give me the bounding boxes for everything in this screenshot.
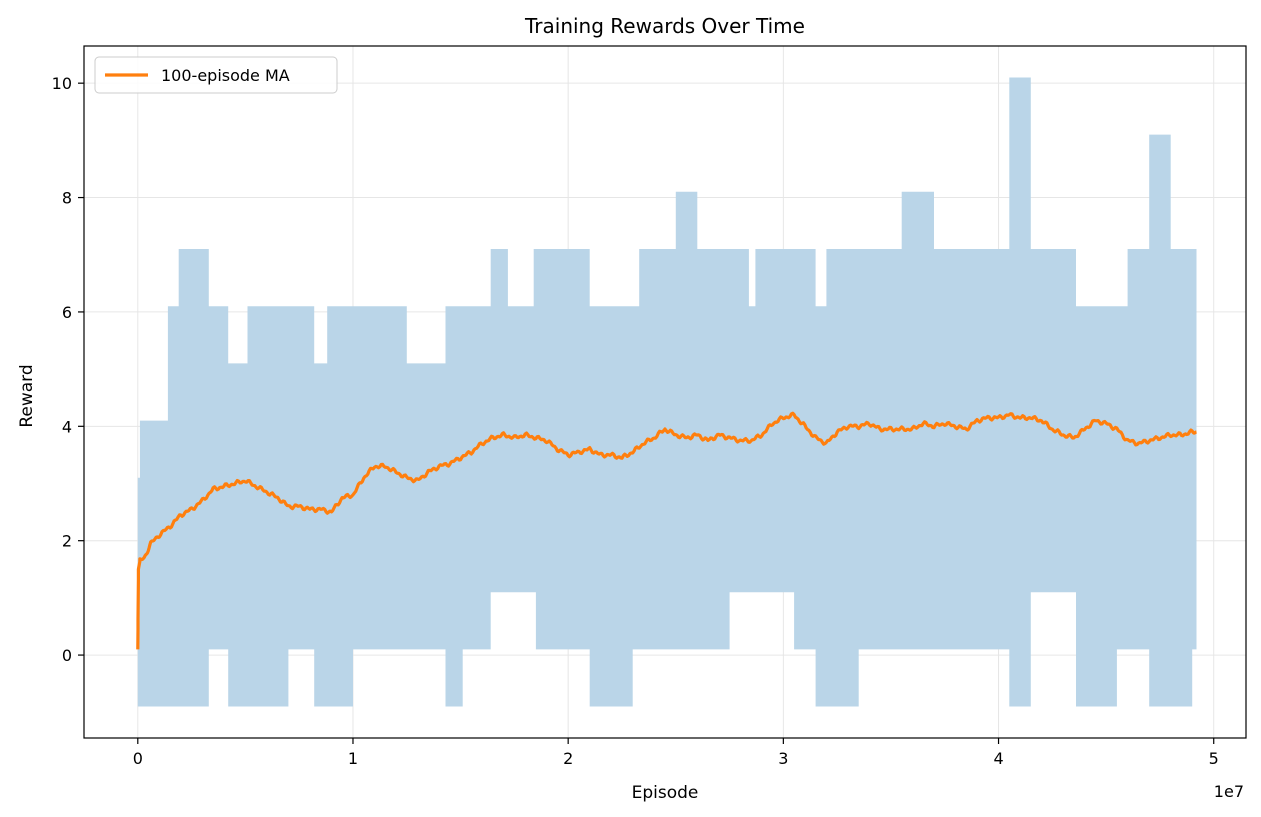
series-line-ma bbox=[136, 411, 1198, 650]
y-tick-label-1: 2 bbox=[62, 532, 72, 551]
chart-title: Training Rewards Over Time bbox=[524, 14, 805, 38]
legend: 100-episode MA bbox=[94, 56, 338, 94]
y-tick-label-0: 0 bbox=[62, 646, 72, 665]
x-tick-label-1: 1 bbox=[348, 749, 358, 768]
x-tick-label-3: 3 bbox=[778, 749, 788, 768]
x-tick-label-0: 0 bbox=[133, 749, 143, 768]
reward-envelope-band bbox=[137, 77, 1197, 707]
reward-band-layer bbox=[137, 77, 1197, 707]
legend-entry-ma: 100-episode MA bbox=[161, 66, 290, 85]
y-axis-label: Reward bbox=[17, 364, 37, 427]
x-tick-label-2: 2 bbox=[563, 749, 573, 768]
x-axis-scale-label: 1e7 bbox=[1214, 782, 1244, 801]
x-tick-label-5: 5 bbox=[1209, 749, 1219, 768]
plot-frame bbox=[83, 45, 1247, 739]
y-tick-label-2: 4 bbox=[62, 417, 72, 436]
x-axis-ticks: 0 1 2 3 4 5 bbox=[133, 738, 1219, 768]
y-tick-label-3: 6 bbox=[62, 303, 72, 322]
x-axis-label: Episode bbox=[632, 783, 699, 803]
legend-box bbox=[94, 56, 338, 94]
y-tick-label-4: 8 bbox=[62, 189, 72, 208]
x-tick-label-4: 4 bbox=[993, 749, 1003, 768]
y-tick-label-5: 10 bbox=[52, 74, 72, 93]
moving-average-layer bbox=[136, 411, 1198, 650]
y-axis-ticks: 0 2 4 6 8 10 bbox=[52, 74, 84, 665]
